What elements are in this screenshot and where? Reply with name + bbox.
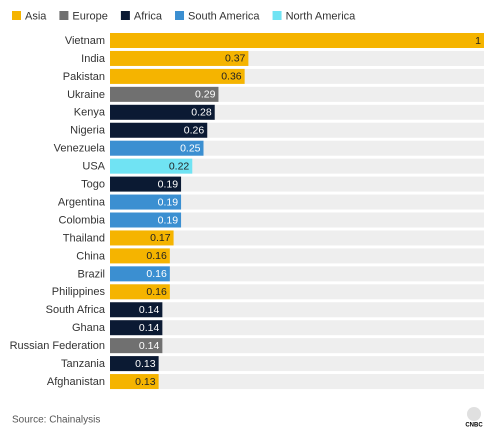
y-tick-label: Venezuela [54,143,106,155]
value-label: 0.29 [195,89,216,101]
bar [110,356,159,372]
bar [110,50,249,66]
bar-track [110,284,484,300]
bar-track [110,302,484,318]
value-label: 0.16 [146,268,167,280]
y-tick-label: Vietnam [65,35,105,47]
value-label: 0.26 [184,125,205,137]
bar-track [110,356,484,372]
bar [110,374,159,390]
y-tick-label: Tanzania [61,358,106,370]
bar-track [110,176,484,192]
bar-track [110,266,484,282]
value-label: 0.13 [135,358,156,370]
value-label: 0.22 [169,160,190,172]
logo-mark [467,407,481,421]
y-tick-label: Pakistan [63,71,105,83]
y-tick-label: Afghanistan [47,376,105,388]
bar [110,266,170,282]
y-tick-label: India [81,53,106,65]
bar-track [110,158,484,174]
bar-track [110,374,484,390]
bar [110,230,174,246]
bar [110,212,182,228]
bar-track [110,230,484,246]
bar [110,338,163,354]
y-tick-label: Ukraine [67,89,105,101]
bar-track [110,338,484,354]
value-label: 0.14 [139,322,160,334]
y-tick-label: Russian Federation [10,340,105,352]
legend-swatch [120,11,130,20]
y-tick-label: Togo [81,179,105,191]
bar [110,194,182,210]
value-label: 0.14 [139,340,160,352]
logo: CNBC [465,423,483,429]
legend-label: North America [286,10,357,22]
source: Source: Chainalysis [12,415,100,426]
value-label: 0.13 [135,376,156,388]
bar [110,302,163,318]
value-label: 0.28 [191,107,212,119]
value-label: 0.25 [180,142,201,154]
y-tick-label: South Africa [46,304,106,316]
y-tick-label: USA [82,161,105,173]
value-label: 0.17 [150,232,171,244]
bar [110,158,193,174]
bar [110,122,208,138]
bar [110,248,170,264]
value-label: 0.19 [158,178,179,190]
bar [110,320,163,336]
value-label: 0.19 [158,214,179,226]
bar [110,104,215,120]
y-tick-label: Thailand [63,232,105,244]
bar-track [110,212,484,228]
bar [110,33,484,48]
bar-track [110,194,484,210]
legend-swatch [272,11,282,20]
value-label: 0.16 [146,286,167,298]
value-label: 0.37 [225,53,246,65]
bar [110,140,204,156]
legend-label: South America [188,10,260,22]
value-label: 0.19 [158,196,179,208]
bar [110,284,170,300]
value-label: 0.36 [221,71,242,83]
y-tick-label: Brazil [77,268,105,280]
legend-swatch [59,11,69,20]
y-tick-label: Nigeria [70,125,106,137]
value-label: 1 [475,35,481,47]
y-tick-label: China [76,250,106,262]
legend-swatch [12,11,21,20]
bar [110,176,182,192]
y-tick-label: Colombia [59,214,106,226]
bar-track [110,320,484,336]
y-tick-label: Argentina [58,196,106,208]
y-tick-label: Kenya [74,107,106,119]
legend-swatch [175,11,185,20]
legend-label: Africa [134,10,163,22]
y-tick-label: Ghana [72,322,106,334]
bar [110,86,219,102]
bar-track [110,248,484,264]
value-label: 0.14 [139,304,160,316]
legend-label: Asia [25,10,47,22]
value-label: 0.16 [146,250,167,262]
legend-label: Europe [72,10,107,22]
y-tick-label: Philippines [52,286,106,298]
bar [110,68,245,84]
